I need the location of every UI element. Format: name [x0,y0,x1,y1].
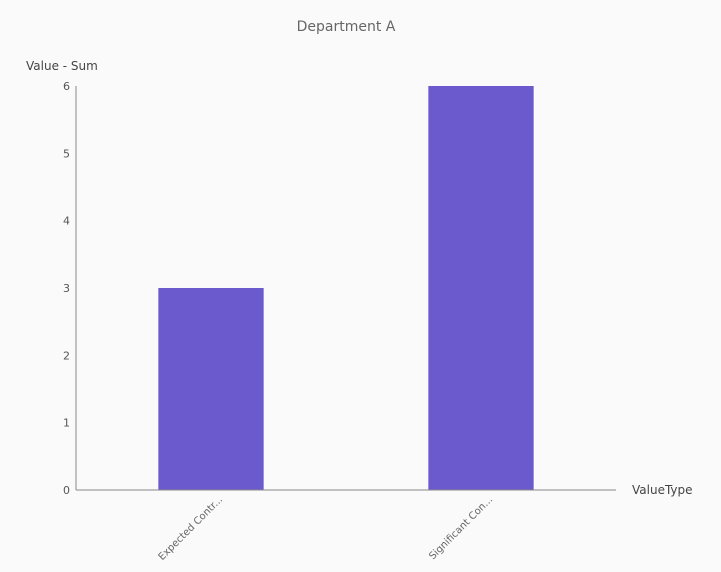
y-axis-ticks: 0 1 2 3 4 5 6 [63,80,70,497]
bars [158,86,534,490]
x-axis-label: ValueType [632,483,693,497]
bar[interactable] [428,86,534,490]
y-tick-label: 5 [63,147,70,160]
x-tick-label: Expected Contr... [157,494,226,563]
bar[interactable] [158,288,264,490]
y-tick-label: 3 [63,282,70,295]
chart-title: Department A [297,19,396,35]
x-axis-tick-labels: Expected Contr... Significant Con... [157,494,496,563]
y-tick-label: 4 [63,215,70,228]
y-tick-label: 6 [63,80,70,93]
x-tick-label: Significant Con... [427,494,495,562]
y-tick-label: 1 [63,417,70,430]
y-tick-label: 0 [63,484,70,497]
y-tick-label: 2 [63,349,70,362]
y-axis-label: Value - Sum [26,59,98,73]
